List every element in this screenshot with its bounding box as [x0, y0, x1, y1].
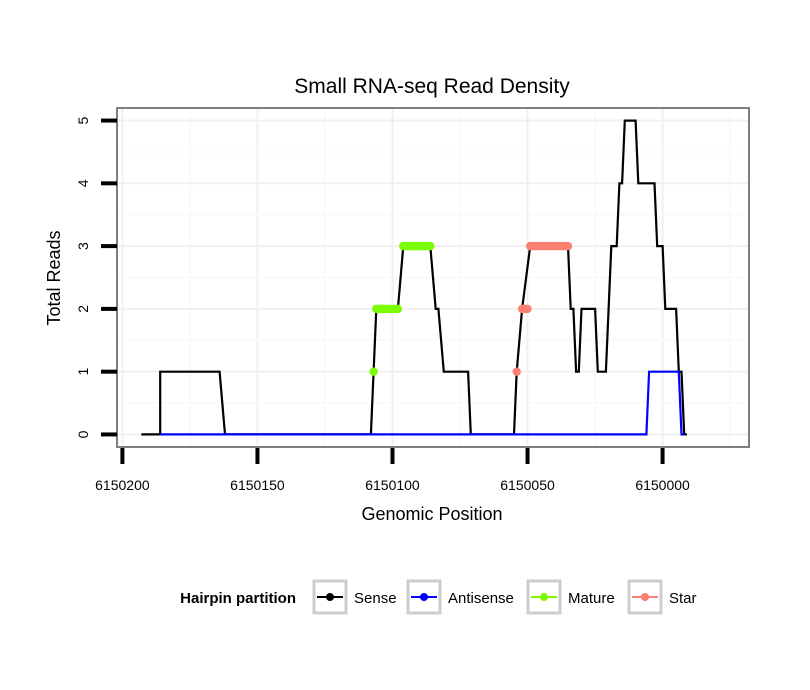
mature-point: [393, 304, 403, 314]
mature-point: [369, 367, 378, 376]
star-point-run: [526, 241, 573, 251]
legend-key-point: [326, 593, 334, 601]
star-point: [523, 304, 532, 314]
legend-label: Star: [669, 590, 697, 607]
legend-label: Antisense: [448, 590, 514, 607]
star-point-run: [517, 304, 532, 314]
legend: Hairpin partition Sense Antisense Mature St…: [180, 579, 697, 615]
legend-label: Sense: [354, 590, 397, 607]
legend-title: Hairpin partition: [180, 590, 296, 607]
star-point: [512, 367, 521, 376]
chart-title: Small RNA-seq Read Density: [294, 75, 570, 98]
y-tick-label: 0: [75, 430, 91, 438]
mature-point-run: [369, 367, 378, 376]
y-tick-label: 3: [75, 242, 91, 250]
legend-key-point: [540, 593, 548, 601]
legend-item-mature: Mature: [526, 579, 615, 615]
legend-item-star: Star: [627, 579, 697, 615]
plot-panel: [116, 107, 750, 448]
star-point: [563, 241, 573, 251]
star-point-run: [512, 367, 521, 376]
x-axis-label: Genomic Position: [361, 504, 502, 524]
x-tick-label: 6150200: [95, 477, 150, 493]
mature-point-run: [372, 304, 403, 314]
y-tick-label: 2: [75, 305, 91, 313]
y-axis: 0 1 2 3 4 5: [75, 116, 117, 438]
legend-item-sense: Sense: [312, 579, 397, 615]
x-axis: 6150200 6150150 6150100 6150050 6150000: [95, 448, 690, 493]
legend-label: Mature: [568, 590, 615, 607]
series-layer: [141, 119, 687, 436]
mature-point-run: [399, 241, 435, 251]
x-tick-label: 6150100: [365, 477, 420, 493]
y-tick-label: 1: [75, 368, 91, 376]
x-tick-label: 6150050: [500, 477, 555, 493]
x-tick-label: 6150000: [635, 477, 690, 493]
y-axis-label: Total Reads: [44, 230, 64, 325]
legend-key-point: [641, 593, 649, 601]
antisense-series-line: [160, 370, 685, 436]
legend-item-antisense: Antisense: [406, 579, 514, 615]
y-tick-label: 4: [75, 179, 91, 187]
y-tick-label: 5: [75, 116, 91, 124]
legend-key-point: [420, 593, 428, 601]
mature-point: [426, 241, 435, 251]
x-tick-label: 6150150: [230, 477, 285, 493]
